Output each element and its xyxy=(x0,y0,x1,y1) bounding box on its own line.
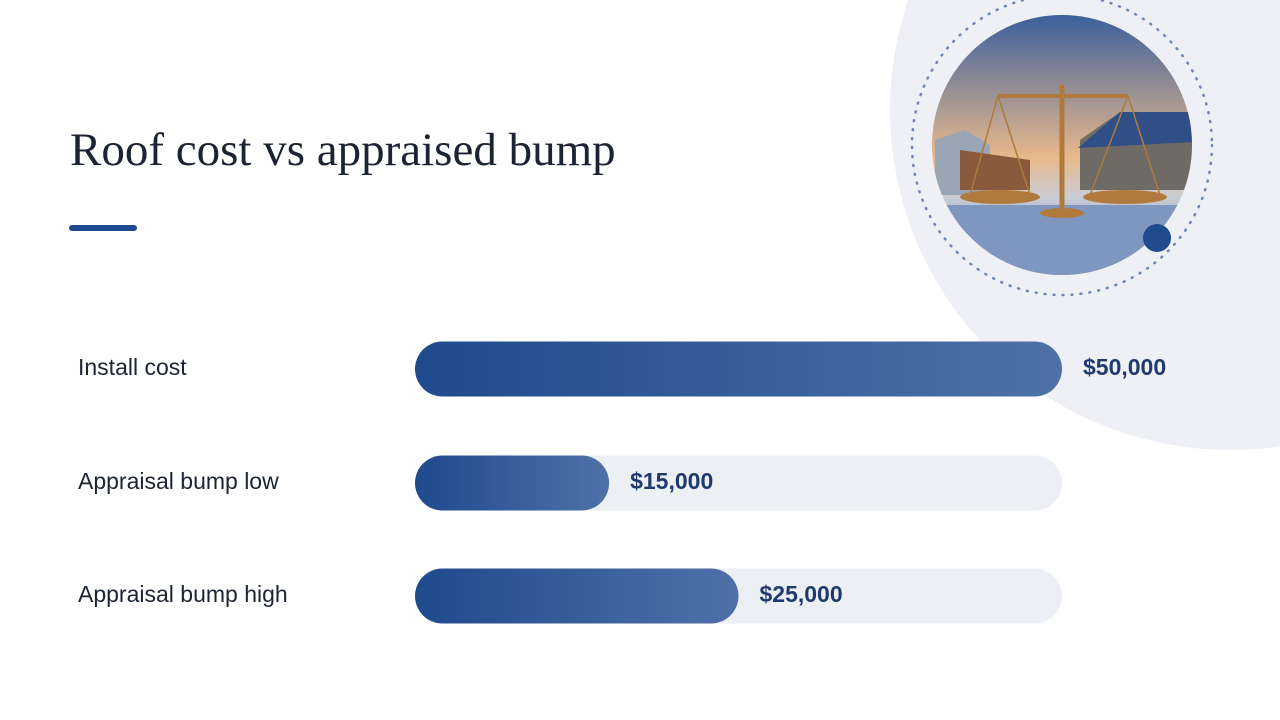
bar xyxy=(415,341,1062,397)
value-label: $15,000 xyxy=(630,468,713,494)
chart-title: Roof cost vs appraised bump xyxy=(70,124,616,176)
title-accent xyxy=(69,225,137,231)
category-label: Install cost xyxy=(78,354,187,380)
category-label: Appraisal bump high xyxy=(78,581,288,607)
bar xyxy=(415,455,610,511)
value-label: $50,000 xyxy=(1083,354,1166,380)
value-label: $25,000 xyxy=(760,581,843,607)
dotted-ring xyxy=(910,0,1214,297)
bar xyxy=(415,568,739,624)
accent-dot xyxy=(1143,224,1171,252)
category-label: Appraisal bump low xyxy=(78,468,279,494)
